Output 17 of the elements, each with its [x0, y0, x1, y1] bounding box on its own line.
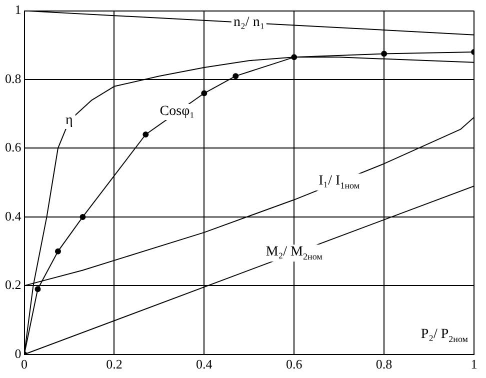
- annotation: n₂/ n₁: [232, 14, 267, 31]
- x-tick-label: 0.4: [196, 356, 213, 372]
- y-tick-label: 1: [14, 2, 22, 18]
- annotation: I₁/ I$_{1ном}$: [316, 173, 362, 190]
- x-axis-title: P₂/ P$_{2ном}$: [418, 328, 470, 344]
- annotation: η: [64, 112, 75, 129]
- x-tick-label: 0.2: [106, 356, 122, 372]
- x-tick-label: 1: [470, 356, 478, 372]
- y-tick-label: 0.8: [5, 70, 22, 86]
- x-tick-label: 0.6: [286, 356, 303, 372]
- x-tick-label: 0.8: [376, 356, 392, 372]
- y-tick-label: 0: [14, 346, 22, 361]
- y-tick-label: 0.2: [5, 277, 22, 292]
- y-tick-label: 0.6: [5, 140, 22, 155]
- annotation: Cosφ₁: [158, 104, 197, 120]
- y-tick-label: 0.4: [5, 208, 22, 224]
- annotation: M₂/ M$_{2ном}$: [264, 244, 324, 262]
